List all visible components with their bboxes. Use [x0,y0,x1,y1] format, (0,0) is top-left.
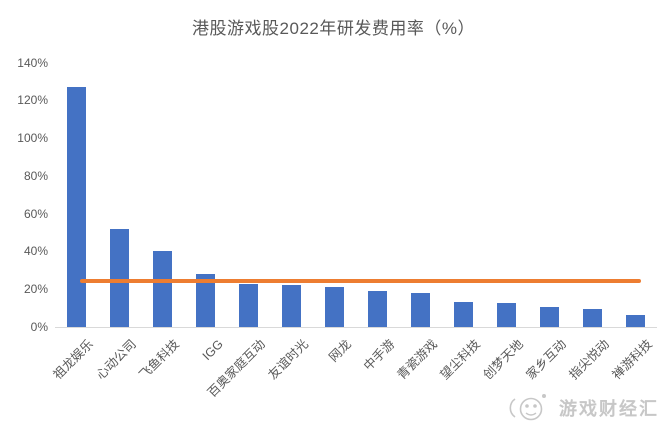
y-axis-tick-label: 40% [23,244,48,259]
chart-title: 港股游戏股2022年研发费用率（%） [192,19,475,38]
x-axis-label: 祖龙娱乐 [51,337,97,383]
y-axis-tick-label: 100% [17,131,48,146]
bar [153,251,172,327]
watermark-text: 游戏财经汇 [559,399,659,419]
x-axis-label: 网龙 [326,337,355,365]
x-axis-label: 友谊时光 [266,337,312,383]
bar [454,301,473,327]
bar [540,307,559,327]
bar [196,274,215,327]
bar [626,314,645,327]
average-line [80,278,641,283]
bar [411,293,430,327]
y-axis-tick-label: 80% [23,168,48,183]
y-axis-tick-label: 20% [23,282,48,297]
y-axis-tick-label: 0% [30,320,48,334]
x-axis-label: IGG [199,337,226,364]
x-axis-label: 青瓷游戏 [395,337,441,383]
game-media-logo-icon [509,394,546,421]
bar [583,309,602,327]
bar [110,228,129,327]
x-axis-label: 望尘科技 [438,337,484,383]
bar [67,87,86,327]
x-axis-label: 创梦天地 [481,337,527,383]
y-axis-tick-label: 120% [17,93,48,108]
y-axis-tick-label: 140% [17,55,48,70]
x-axis-label: 禅游科技 [610,337,656,383]
x-axis-label: 心动公司 [94,337,140,383]
x-axis-line [55,327,657,328]
bar [282,285,301,327]
bar [239,283,258,327]
bar [368,291,387,327]
x-axis-label: 中手游 [360,337,398,374]
x-axis-label: 家乡互动 [524,337,570,383]
bar [325,287,344,327]
x-axis-label: 飞鱼科技 [137,337,183,383]
watermark: 游戏财经汇 [507,392,659,424]
x-axis-label: 指尖悦动 [567,337,613,383]
y-axis-tick-label: 60% [23,206,48,221]
bar [497,303,516,327]
